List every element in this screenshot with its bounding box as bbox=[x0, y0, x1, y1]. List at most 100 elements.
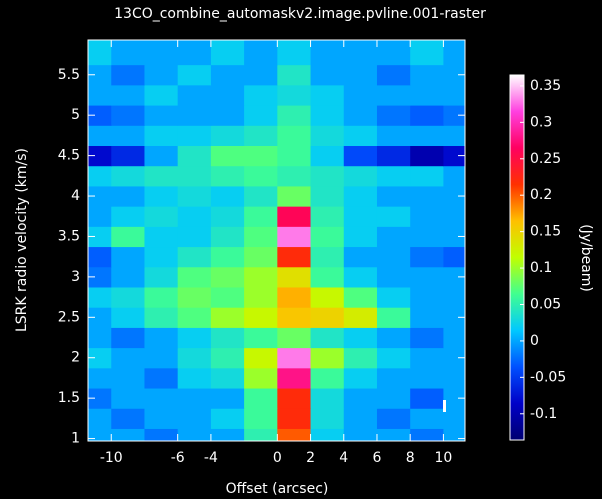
cell bbox=[244, 64, 278, 86]
cell bbox=[343, 428, 378, 441]
cell bbox=[88, 125, 112, 147]
y-tick-label: 5 bbox=[71, 107, 80, 123]
cell bbox=[310, 165, 345, 187]
cell bbox=[210, 84, 245, 106]
cell bbox=[443, 125, 465, 147]
cell bbox=[376, 428, 411, 441]
cell bbox=[343, 408, 378, 429]
cell bbox=[88, 145, 112, 167]
cell bbox=[144, 145, 179, 167]
x-tick-label: 4 bbox=[339, 450, 348, 466]
cell bbox=[144, 408, 179, 429]
cell bbox=[443, 327, 465, 349]
cell bbox=[343, 327, 378, 349]
x-tick-label: 10 bbox=[434, 450, 452, 466]
cell bbox=[277, 165, 312, 187]
cell bbox=[443, 185, 465, 207]
cell bbox=[343, 347, 378, 369]
cell bbox=[144, 226, 179, 248]
cell bbox=[244, 40, 278, 66]
cell bbox=[410, 226, 444, 248]
cell bbox=[111, 266, 145, 288]
cell bbox=[244, 125, 278, 147]
cell bbox=[277, 246, 312, 268]
cell bbox=[88, 246, 112, 268]
cell bbox=[210, 367, 245, 389]
cell bbox=[310, 347, 345, 369]
cell bbox=[376, 367, 411, 389]
cell bbox=[88, 185, 112, 207]
colorbar-tick-label: 0 bbox=[530, 333, 539, 349]
y-tick-label: 2 bbox=[71, 350, 80, 366]
cell bbox=[343, 105, 378, 126]
cell bbox=[376, 266, 411, 288]
cell bbox=[177, 226, 212, 248]
cell bbox=[376, 327, 411, 349]
cell bbox=[111, 307, 145, 328]
cell bbox=[177, 266, 212, 288]
cell bbox=[376, 246, 411, 268]
y-tick-label: 3 bbox=[71, 269, 80, 285]
cell bbox=[88, 286, 112, 308]
cell bbox=[376, 64, 411, 86]
cell bbox=[210, 286, 245, 308]
cell bbox=[410, 84, 444, 106]
cell bbox=[88, 347, 112, 369]
cell bbox=[343, 226, 378, 248]
cell bbox=[111, 84, 145, 106]
cell bbox=[277, 185, 312, 207]
cell bbox=[210, 40, 245, 66]
colorbar-tick-label: -0.05 bbox=[530, 369, 566, 385]
cell bbox=[244, 266, 278, 288]
cell bbox=[343, 246, 378, 268]
cell bbox=[210, 347, 245, 369]
cell bbox=[376, 206, 411, 227]
cell bbox=[111, 206, 145, 227]
x-tick-label: 0 bbox=[273, 450, 282, 466]
cell bbox=[443, 388, 465, 409]
cell bbox=[88, 408, 112, 429]
cell bbox=[310, 64, 345, 86]
x-tick-label: 6 bbox=[373, 450, 382, 466]
cell bbox=[244, 408, 278, 429]
cell bbox=[443, 367, 465, 389]
cell bbox=[244, 145, 278, 167]
cell bbox=[244, 226, 278, 248]
cell bbox=[177, 286, 212, 308]
cell bbox=[177, 64, 212, 86]
cell bbox=[244, 327, 278, 349]
cell bbox=[376, 165, 411, 187]
cell bbox=[88, 226, 112, 248]
cell bbox=[88, 307, 112, 328]
cell bbox=[111, 367, 145, 389]
cell bbox=[111, 40, 145, 66]
cell bbox=[443, 40, 465, 66]
cell bbox=[144, 286, 179, 308]
cell bbox=[343, 367, 378, 389]
cell bbox=[210, 408, 245, 429]
cell bbox=[111, 347, 145, 369]
cell bbox=[111, 105, 145, 126]
x-tick-label: -10 bbox=[100, 450, 123, 466]
cell bbox=[144, 367, 179, 389]
colorbar-tick-label: 0.35 bbox=[530, 78, 561, 94]
cell bbox=[111, 226, 145, 248]
cell bbox=[177, 408, 212, 429]
cell bbox=[88, 367, 112, 389]
cell bbox=[144, 307, 179, 328]
cell bbox=[144, 206, 179, 227]
cell bbox=[177, 84, 212, 106]
cell bbox=[310, 266, 345, 288]
cell bbox=[376, 408, 411, 429]
x-axis-label: Offset (arcsec) bbox=[226, 481, 329, 497]
cell bbox=[111, 165, 145, 187]
cell bbox=[343, 165, 378, 187]
cell bbox=[443, 64, 465, 86]
cell bbox=[88, 105, 112, 126]
y-tick-label: 2.5 bbox=[58, 309, 80, 325]
cell bbox=[177, 165, 212, 187]
cell bbox=[410, 286, 444, 308]
cell bbox=[310, 105, 345, 126]
cell bbox=[88, 428, 112, 441]
